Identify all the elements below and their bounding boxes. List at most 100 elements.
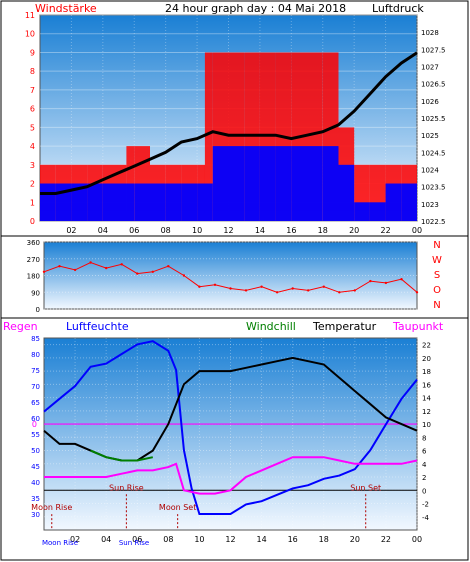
marker-label: Moon Rise — [31, 503, 72, 512]
x-tick-label: 02 — [66, 226, 76, 235]
y2-tick-label: 22 — [422, 342, 431, 350]
wind-strength-label: Windstärke — [35, 2, 97, 15]
wind-direction-point — [151, 270, 154, 273]
y-tick-label: 45 — [31, 463, 40, 471]
marker-label: Moon Set — [159, 503, 196, 512]
legend-luftfeuchte: Luftfeuchte — [66, 320, 129, 333]
luftfeuchte-line — [43, 340, 418, 515]
legend-taupunkt: Taupunkt — [392, 320, 444, 333]
wind-direction-point — [213, 283, 217, 286]
marker-label: Sun Set — [350, 483, 381, 492]
y-tick-label: 80 — [31, 351, 40, 359]
y2-tick-label: 14 — [422, 395, 431, 403]
wind-speed-bar — [354, 202, 370, 221]
x-tick-label: 18 — [318, 226, 328, 235]
wind-direction-point — [353, 289, 356, 292]
legend-temperatur: Temperatur — [312, 320, 377, 333]
x-tick-label: 12 — [223, 226, 233, 235]
wind-speed-bar — [275, 146, 292, 221]
wind-direction-point — [291, 287, 294, 290]
wind-direction-point — [229, 287, 232, 290]
chart-title: 24 hour graph day : 04 Mai 2018 — [165, 2, 346, 15]
y-tick-label: 9 — [30, 48, 35, 57]
y-tick-label: 90 — [31, 289, 40, 297]
wind-direction-point — [136, 272, 139, 275]
y-tick-label: 55 — [31, 431, 40, 439]
y-tick-label: 0 — [30, 217, 35, 226]
wind-speed-bar — [259, 146, 276, 221]
direction-label: N — [433, 240, 440, 251]
y2-tick-label: 1024.5 — [421, 149, 446, 157]
y2-tick-label: 1024 — [421, 167, 439, 175]
taupunkt-line — [44, 456, 418, 495]
x-tick-label: 04 — [98, 226, 108, 235]
y2-tick-label: 1026 — [421, 98, 439, 106]
wind-direction-point — [384, 281, 388, 285]
y2-tick-label: 0 — [422, 487, 426, 495]
y2-tick-label: 1023.5 — [421, 184, 446, 192]
y-tick-label: 30 — [31, 511, 40, 519]
wind-speed-bar — [212, 146, 229, 221]
y2-tick-label: 1026.5 — [421, 81, 446, 89]
wind-direction-point — [244, 289, 248, 292]
wind-speed-bar — [118, 183, 135, 221]
rain-value-label: 0 — [32, 420, 37, 429]
x-tick-label: 20 — [349, 226, 359, 235]
sun-axis-label: Sun Rise — [119, 539, 149, 547]
y-tick-label: 180 — [27, 273, 40, 281]
y2-tick-label: 1023 — [421, 201, 439, 209]
x-tick-label: 10 — [192, 226, 202, 235]
wind-speed-bar — [71, 183, 88, 221]
x-tick-label: 00 — [412, 226, 422, 235]
x-tick-label: 06 — [132, 535, 142, 544]
moon-axis-label: Moon Rise — [42, 539, 78, 547]
direction-label: W — [432, 255, 442, 266]
wind-speed-bar — [322, 146, 339, 221]
y-tick-label: 50 — [31, 447, 40, 455]
y-tick-label: 270 — [27, 256, 40, 264]
wind-direction-point — [120, 263, 123, 266]
wind-direction-point — [307, 289, 310, 292]
wind-direction-point — [275, 291, 279, 294]
y2-tick-label: 1022.5 — [421, 218, 446, 226]
wind-direction-point — [73, 268, 77, 272]
wind-speed-bar — [307, 146, 323, 221]
y2-tick-label: 1027 — [421, 64, 439, 72]
x-tick-label: 20 — [350, 535, 360, 544]
wind-speed-bar — [338, 164, 355, 221]
wind-speed-bar — [197, 183, 213, 221]
windchill-line — [90, 449, 154, 462]
wind-speed-bar — [291, 146, 307, 221]
wind-speed-bar — [134, 183, 150, 221]
y-tick-label: 65 — [31, 399, 40, 407]
y2-tick-label: 6 — [422, 448, 427, 456]
wind-direction-point — [400, 278, 403, 281]
x-tick-label: 12 — [225, 535, 235, 544]
wind-gust-bar — [204, 52, 213, 221]
x-tick-label: 22 — [381, 535, 391, 544]
x-tick-label: 16 — [288, 535, 298, 544]
y-tick-label: 360 — [27, 239, 40, 247]
legend-windchill: Windchill — [246, 320, 296, 333]
y2-tick-label: 16 — [422, 381, 431, 389]
direction-label: O — [433, 285, 441, 296]
y2-tick-label: 1025 — [421, 132, 439, 140]
y-tick-label: 10 — [25, 30, 35, 39]
x-tick-label: 06 — [129, 226, 139, 235]
wind-direction-point — [58, 265, 61, 268]
humidity-temperature-plot-area — [43, 337, 418, 531]
y-tick-label: 40 — [31, 479, 40, 487]
y2-tick-label: 1027.5 — [421, 46, 446, 54]
wind-direction-point — [198, 285, 201, 288]
wind-direction-point — [369, 279, 372, 283]
y-tick-label: 35 — [31, 495, 40, 503]
y-tick-label: 6 — [30, 105, 35, 114]
wind-direction-point — [42, 270, 46, 273]
x-tick-label: 00 — [412, 535, 422, 544]
wind-speed-bar — [102, 183, 119, 221]
wind-direction-point — [89, 261, 92, 264]
wind-speed-bar — [181, 183, 198, 221]
wind-direction-point — [182, 274, 186, 277]
